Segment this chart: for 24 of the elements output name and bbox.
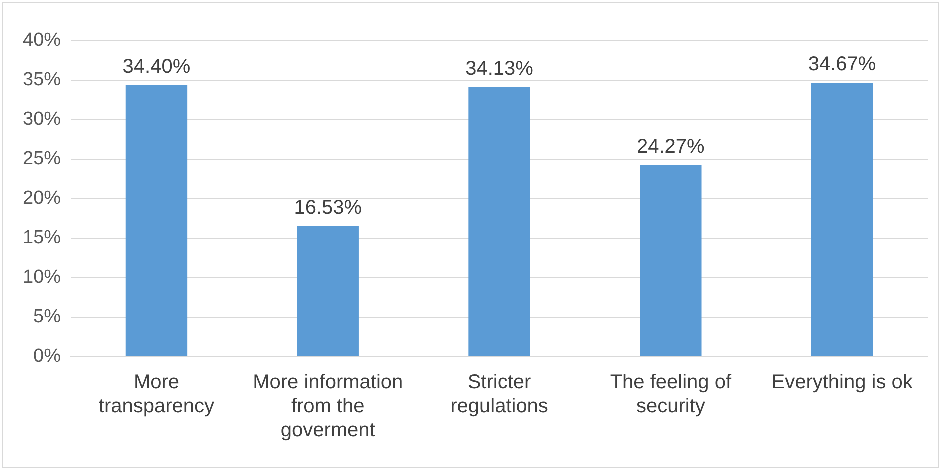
bar bbox=[640, 165, 702, 356]
y-tick-label: 0% bbox=[34, 346, 62, 368]
bar bbox=[126, 85, 188, 356]
x-tick-label: The feeling of security bbox=[610, 372, 732, 418]
bar bbox=[297, 226, 359, 356]
data-label: 24.27% bbox=[636, 136, 706, 158]
y-tick-label: 30% bbox=[22, 109, 62, 130]
x-tick-label: Everything is ok bbox=[772, 372, 914, 394]
bar bbox=[468, 87, 530, 356]
y-tick-label: 20% bbox=[22, 188, 62, 210]
data-label: 16.53% bbox=[294, 196, 362, 219]
y-tick-label: 10% bbox=[22, 267, 62, 288]
data-label: 34.13% bbox=[466, 58, 534, 80]
y-tick-label: 15% bbox=[22, 228, 62, 249]
y-tick-label: 35% bbox=[22, 70, 62, 91]
data-label: 34.67% bbox=[808, 54, 876, 76]
y-tick-label: 40% bbox=[22, 30, 62, 52]
y-tick-label: 5% bbox=[34, 306, 62, 328]
data-label: 34.40% bbox=[122, 56, 191, 78]
y-tick-label: 25% bbox=[22, 148, 62, 170]
x-tick-label: More transparency bbox=[98, 372, 215, 418]
x-tick-label: Stricter regulations bbox=[450, 372, 548, 418]
x-tick-label: More information from the goverment bbox=[253, 372, 404, 442]
bar bbox=[811, 83, 874, 356]
